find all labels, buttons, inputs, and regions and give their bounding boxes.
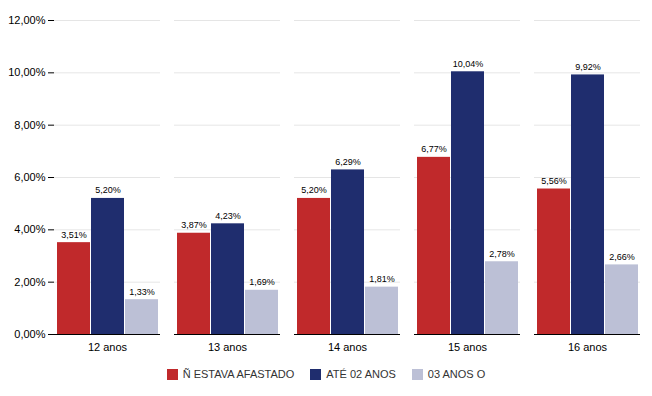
svg-text:14 anos: 14 anos [328, 341, 368, 353]
svg-text:5,20%: 5,20% [301, 185, 327, 195]
svg-text:15 anos: 15 anos [448, 341, 488, 353]
svg-text:10,00%: 10,00% [8, 66, 46, 78]
svg-text:2,78%: 2,78% [489, 249, 515, 259]
svg-text:12 anos: 12 anos [88, 341, 128, 353]
svg-text:5,56%: 5,56% [541, 176, 567, 186]
svg-text:6,29%: 6,29% [335, 157, 361, 167]
svg-text:16 anos: 16 anos [568, 341, 608, 353]
svg-text:12,00%: 12,00% [8, 14, 46, 26]
svg-text:6,77%: 6,77% [421, 144, 447, 154]
html-text:Ñ ESTAVA AFASTADO: Ñ ESTAVA AFASTADO [182, 368, 295, 380]
svg-text:13 anos: 13 anos [208, 341, 248, 353]
svg-text:4,23%: 4,23% [215, 211, 241, 221]
html-text:03 ANOS O: 03 ANOS O [427, 368, 486, 380]
svg-text:1,69%: 1,69% [249, 277, 275, 287]
svg-text:2,66%: 2,66% [609, 252, 635, 262]
svg-text:5,20%: 5,20% [95, 185, 121, 195]
svg-text:1,33%: 1,33% [129, 287, 155, 297]
svg-text:1,81%: 1,81% [369, 274, 395, 284]
svg-text:3,87%: 3,87% [181, 220, 207, 230]
svg-text:2,00%: 2,00% [14, 276, 45, 288]
svg-text:8,00%: 8,00% [14, 119, 45, 131]
svg-text:9,92%: 9,92% [575, 62, 601, 72]
svg-text:4,00%: 4,00% [14, 223, 45, 235]
svg-text:3,51%: 3,51% [61, 230, 87, 240]
html-text:ATÉ 02 ANOS: ATÉ 02 ANOS [326, 368, 396, 380]
svg-text:6,00%: 6,00% [14, 171, 45, 183]
svg-text:0,00%: 0,00% [14, 328, 45, 340]
svg-text:10,04%: 10,04% [453, 59, 484, 69]
